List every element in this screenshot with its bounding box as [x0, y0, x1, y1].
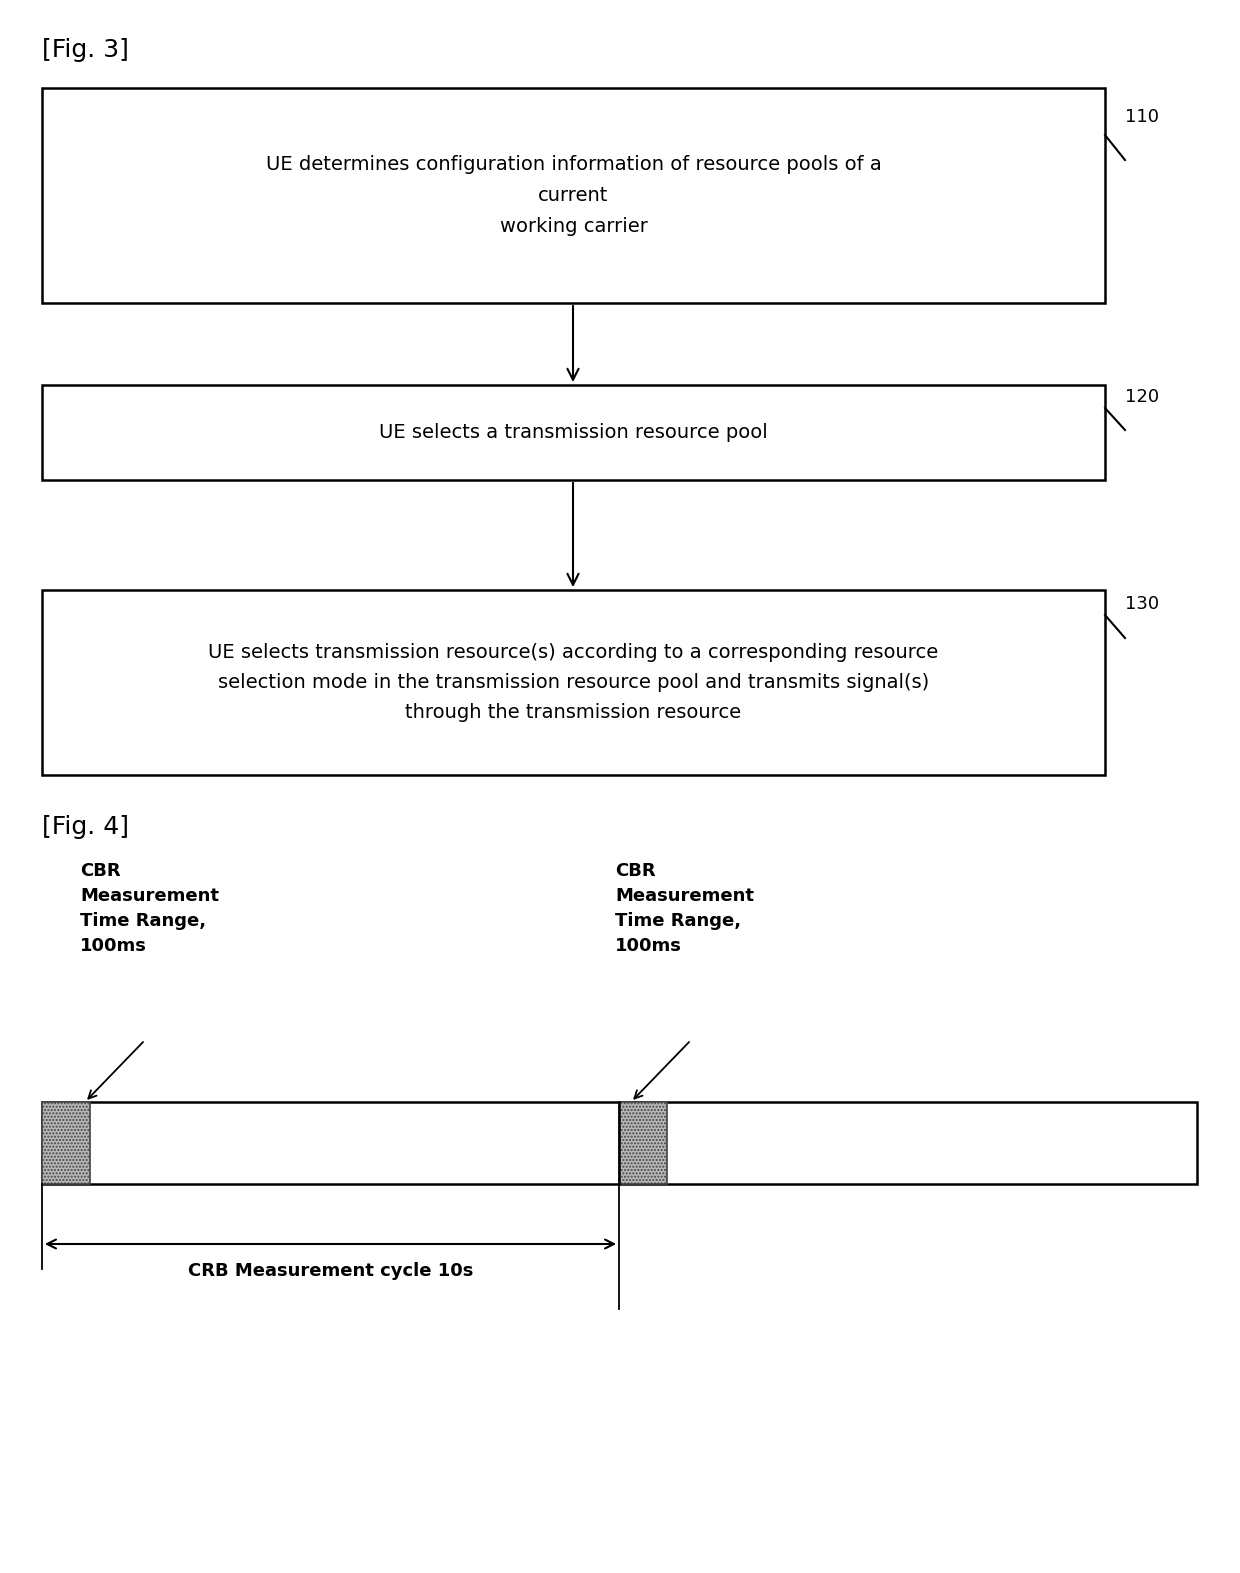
Bar	[619, 1103, 667, 1184]
Text: CRB Measurement cycle 10s: CRB Measurement cycle 10s	[187, 1262, 474, 1280]
Text: 130: 130	[1125, 595, 1159, 613]
Bar	[42, 88, 1105, 304]
Bar	[42, 1103, 91, 1184]
Text: CBR
Measurement
Time Range,
100ms: CBR Measurement Time Range, 100ms	[615, 862, 754, 955]
Text: UE selects a transmission resource pool: UE selects a transmission resource pool	[379, 423, 768, 442]
Text: UE determines configuration information of resource pools of a
current
working c: UE determines configuration information …	[265, 156, 882, 236]
Text: 110: 110	[1125, 109, 1159, 126]
Text: CBR
Measurement
Time Range,
100ms: CBR Measurement Time Range, 100ms	[81, 862, 219, 955]
Text: [Fig. 3]: [Fig. 3]	[42, 38, 129, 61]
Bar	[42, 1103, 1197, 1184]
Text: [Fig. 4]: [Fig. 4]	[42, 815, 129, 838]
Bar	[42, 385, 1105, 480]
Text: 120: 120	[1125, 389, 1159, 406]
Bar	[42, 590, 1105, 775]
Text: UE selects transmission resource(s) according to a corresponding resource
select: UE selects transmission resource(s) acco…	[208, 643, 939, 722]
